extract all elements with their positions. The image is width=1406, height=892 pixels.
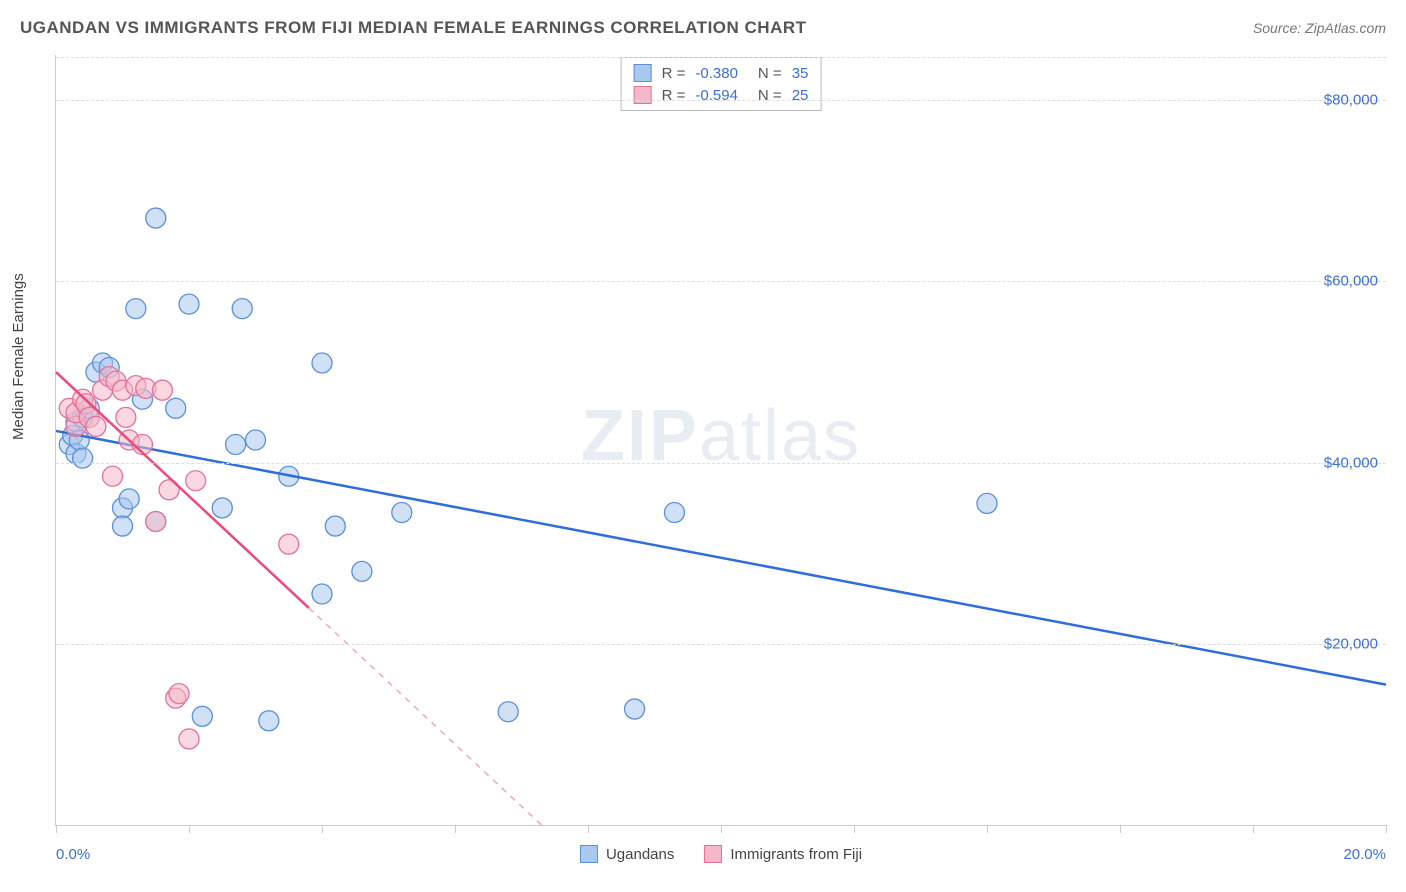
scatter-point <box>146 512 166 532</box>
chart-title: UGANDAN VS IMMIGRANTS FROM FIJI MEDIAN F… <box>20 18 807 38</box>
scatter-point <box>392 502 412 522</box>
scatter-point <box>103 466 123 486</box>
x-tick <box>56 825 57 833</box>
gridline <box>56 100 1386 101</box>
scatter-point <box>226 435 246 455</box>
chart-svg <box>56 55 1386 825</box>
legend-label: Ugandans <box>606 846 674 863</box>
scatter-point <box>126 299 146 319</box>
x-tick-label: 0.0% <box>56 846 90 863</box>
plot-area: ZIPatlas R =-0.380 N =35 R =-0.594 N =25… <box>55 55 1386 826</box>
x-tick <box>1120 825 1121 833</box>
source-label: Source: ZipAtlas.com <box>1253 20 1386 36</box>
x-tick <box>322 825 323 833</box>
x-tick <box>588 825 589 833</box>
x-tick <box>1253 825 1254 833</box>
scatter-point <box>977 493 997 513</box>
legend-label: Immigrants from Fiji <box>730 846 862 863</box>
y-axis-label: Median Female Earnings <box>10 273 27 440</box>
scatter-point <box>246 430 266 450</box>
scatter-point <box>625 699 645 719</box>
legend-swatch-fiji-icon <box>704 845 722 863</box>
y-tick-label: $60,000 <box>1324 273 1378 290</box>
gridline <box>56 644 1386 645</box>
scatter-point <box>232 299 252 319</box>
scatter-point <box>179 729 199 749</box>
scatter-point <box>498 702 518 722</box>
x-tick <box>721 825 722 833</box>
x-tick <box>455 825 456 833</box>
y-tick-label: $20,000 <box>1324 635 1378 652</box>
scatter-point <box>312 584 332 604</box>
scatter-point <box>279 534 299 554</box>
x-tick <box>189 825 190 833</box>
scatter-point <box>119 489 139 509</box>
legend: Ugandans Immigrants from Fiji <box>580 845 862 863</box>
scatter-point <box>192 706 212 726</box>
scatter-point <box>152 380 172 400</box>
scatter-point <box>166 398 186 418</box>
scatter-point <box>169 684 189 704</box>
gridline <box>56 463 1386 464</box>
legend-swatch-ugandans-icon <box>580 845 598 863</box>
scatter-point <box>73 448 93 468</box>
x-tick <box>1386 825 1387 833</box>
y-tick-label: $40,000 <box>1324 454 1378 471</box>
scatter-point <box>259 711 279 731</box>
x-tick <box>987 825 988 833</box>
x-tick-label: 20.0% <box>1343 846 1386 863</box>
y-tick-label: $80,000 <box>1324 92 1378 109</box>
scatter-point <box>113 516 133 536</box>
scatter-point <box>179 294 199 314</box>
scatter-point <box>186 471 206 491</box>
scatter-point <box>325 516 345 536</box>
legend-item-fiji: Immigrants from Fiji <box>704 845 862 863</box>
scatter-point <box>664 502 684 522</box>
scatter-point <box>146 208 166 228</box>
scatter-point <box>116 407 136 427</box>
gridline <box>56 57 1386 58</box>
x-tick <box>854 825 855 833</box>
scatter-point <box>312 353 332 373</box>
gridline <box>56 281 1386 282</box>
scatter-point <box>86 416 106 436</box>
scatter-point <box>352 561 372 581</box>
legend-item-ugandans: Ugandans <box>580 845 674 863</box>
scatter-point <box>212 498 232 518</box>
